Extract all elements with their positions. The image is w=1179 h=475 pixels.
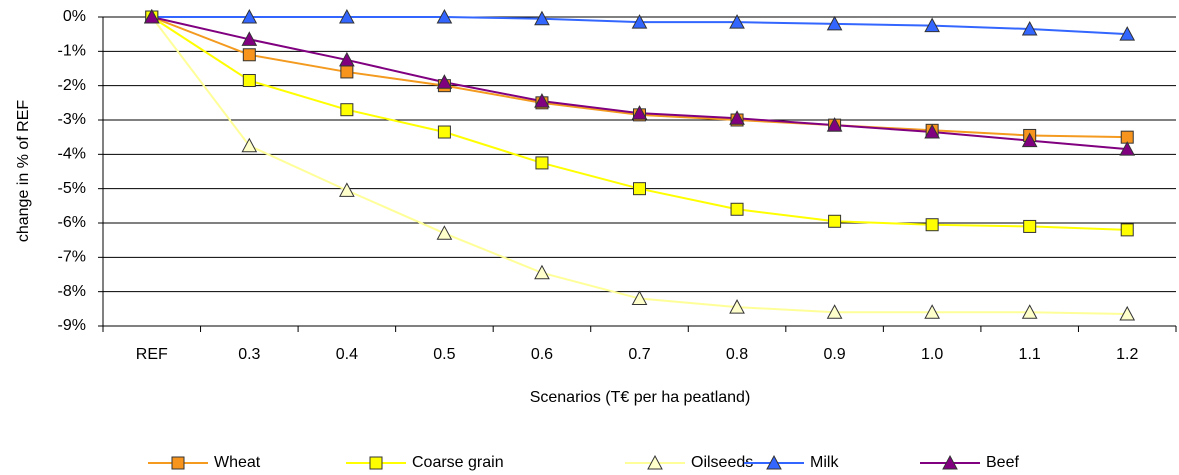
marker bbox=[729, 14, 745, 29]
marker bbox=[633, 182, 646, 196]
x-tick-label: 0.3 bbox=[238, 346, 260, 363]
legend-marker bbox=[942, 454, 958, 470]
x-tick-label: 1.2 bbox=[1116, 346, 1138, 363]
marker bbox=[241, 137, 258, 153]
marker bbox=[925, 218, 939, 232]
series-line bbox=[151, 16, 1128, 151]
x-tick-label: 0.4 bbox=[336, 346, 358, 363]
marker bbox=[826, 117, 843, 132]
y-tick-label: 0% bbox=[63, 8, 86, 25]
marker bbox=[1023, 219, 1037, 233]
x-tick-label: 0.5 bbox=[433, 346, 455, 363]
legend-marker bbox=[766, 454, 782, 470]
marker bbox=[436, 8, 453, 24]
marker bbox=[241, 8, 258, 24]
legend-label: Beef bbox=[986, 454, 1019, 471]
legend-marker bbox=[647, 454, 663, 470]
marker bbox=[631, 14, 648, 29]
marker bbox=[241, 31, 258, 46]
x-tick-label: 1.0 bbox=[921, 346, 943, 363]
marker bbox=[631, 290, 648, 306]
y-tick-label: -9% bbox=[58, 317, 86, 334]
marker bbox=[1021, 20, 1038, 36]
y-tick-label: -3% bbox=[58, 111, 86, 128]
x-tick-label: 0.6 bbox=[531, 346, 553, 363]
legend-label: Coarse grain bbox=[412, 454, 504, 471]
marker bbox=[1119, 26, 1136, 41]
marker bbox=[924, 304, 940, 319]
x-tick-label: REF bbox=[136, 346, 168, 363]
marker bbox=[828, 214, 842, 228]
marker bbox=[436, 74, 453, 89]
y-axis-title: change in % of REF bbox=[15, 100, 32, 243]
marker bbox=[1119, 305, 1136, 321]
marker bbox=[339, 51, 355, 67]
marker bbox=[631, 105, 648, 120]
marker bbox=[340, 65, 354, 79]
marker bbox=[534, 10, 550, 26]
marker bbox=[826, 15, 843, 31]
marker bbox=[924, 17, 940, 33]
y-tick-label: -5% bbox=[58, 180, 86, 197]
marker bbox=[242, 48, 256, 62]
marker bbox=[535, 156, 549, 170]
marker bbox=[436, 225, 453, 240]
x-tick-label: 1.1 bbox=[1019, 346, 1041, 363]
marker bbox=[729, 110, 745, 125]
x-tick-label: 0.9 bbox=[823, 346, 845, 363]
marker bbox=[339, 8, 355, 24]
legend-marker bbox=[369, 456, 383, 470]
series-line bbox=[150, 16, 1128, 315]
x-tick-label: 0.7 bbox=[628, 346, 650, 363]
marker bbox=[534, 93, 550, 108]
marker bbox=[826, 304, 843, 319]
marker bbox=[339, 182, 355, 197]
marker bbox=[1120, 223, 1134, 237]
y-tick-label: -1% bbox=[58, 43, 86, 60]
marker bbox=[1119, 141, 1136, 156]
y-tick-label: -6% bbox=[58, 214, 86, 231]
marker bbox=[1021, 304, 1038, 319]
marker bbox=[730, 202, 744, 216]
x-tick-label: 0.8 bbox=[726, 346, 748, 363]
legend-label: Milk bbox=[810, 454, 839, 471]
marker bbox=[143, 8, 160, 24]
marker bbox=[729, 299, 745, 314]
legend-label: Wheat bbox=[214, 454, 261, 471]
marker bbox=[534, 264, 550, 280]
y-tick-label: -7% bbox=[58, 249, 86, 266]
marker bbox=[924, 123, 940, 139]
marker bbox=[1021, 132, 1038, 148]
x-axis-title: Scenarios (T€ per ha peatland) bbox=[530, 389, 751, 406]
y-tick-label: -4% bbox=[58, 146, 86, 163]
y-tick-label: -8% bbox=[58, 283, 86, 300]
y-tick-label: -2% bbox=[58, 77, 86, 94]
marker bbox=[437, 125, 451, 139]
marker bbox=[340, 103, 354, 117]
marker bbox=[242, 74, 256, 88]
legend-marker bbox=[171, 456, 185, 470]
legend-label: Oilseeds bbox=[691, 454, 753, 471]
